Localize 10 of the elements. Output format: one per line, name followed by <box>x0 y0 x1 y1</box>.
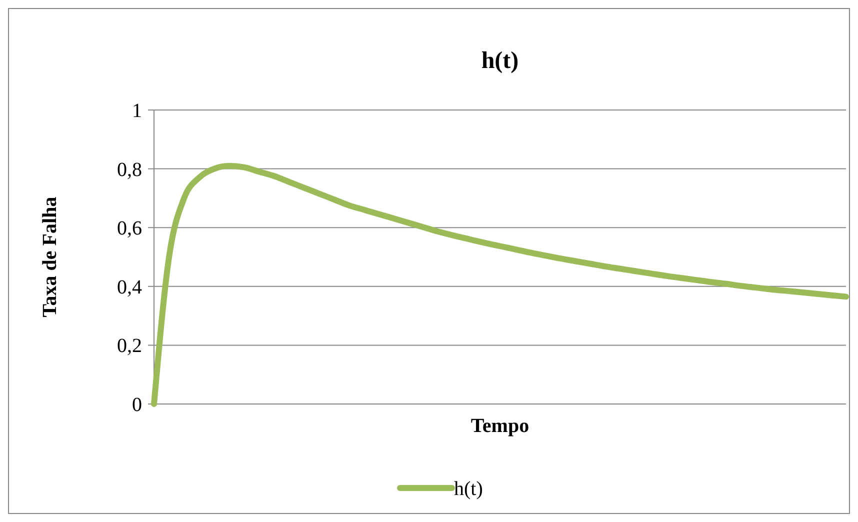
y-tick-label: 0,2 <box>117 335 142 358</box>
chart-title: h(t) <box>481 48 519 74</box>
legend-label: h(t) <box>454 478 483 500</box>
y-tick-label: 0,6 <box>117 218 142 240</box>
y-tick-label: 0,4 <box>117 276 142 298</box>
y-axis-title: Taxa de Falha <box>39 196 61 318</box>
y-tick-label: 0,8 <box>117 158 142 181</box>
y-tick-label: 1 <box>132 100 142 122</box>
x-axis-title: Tempo <box>470 415 530 437</box>
y-tick-label: 0 <box>132 394 142 416</box>
